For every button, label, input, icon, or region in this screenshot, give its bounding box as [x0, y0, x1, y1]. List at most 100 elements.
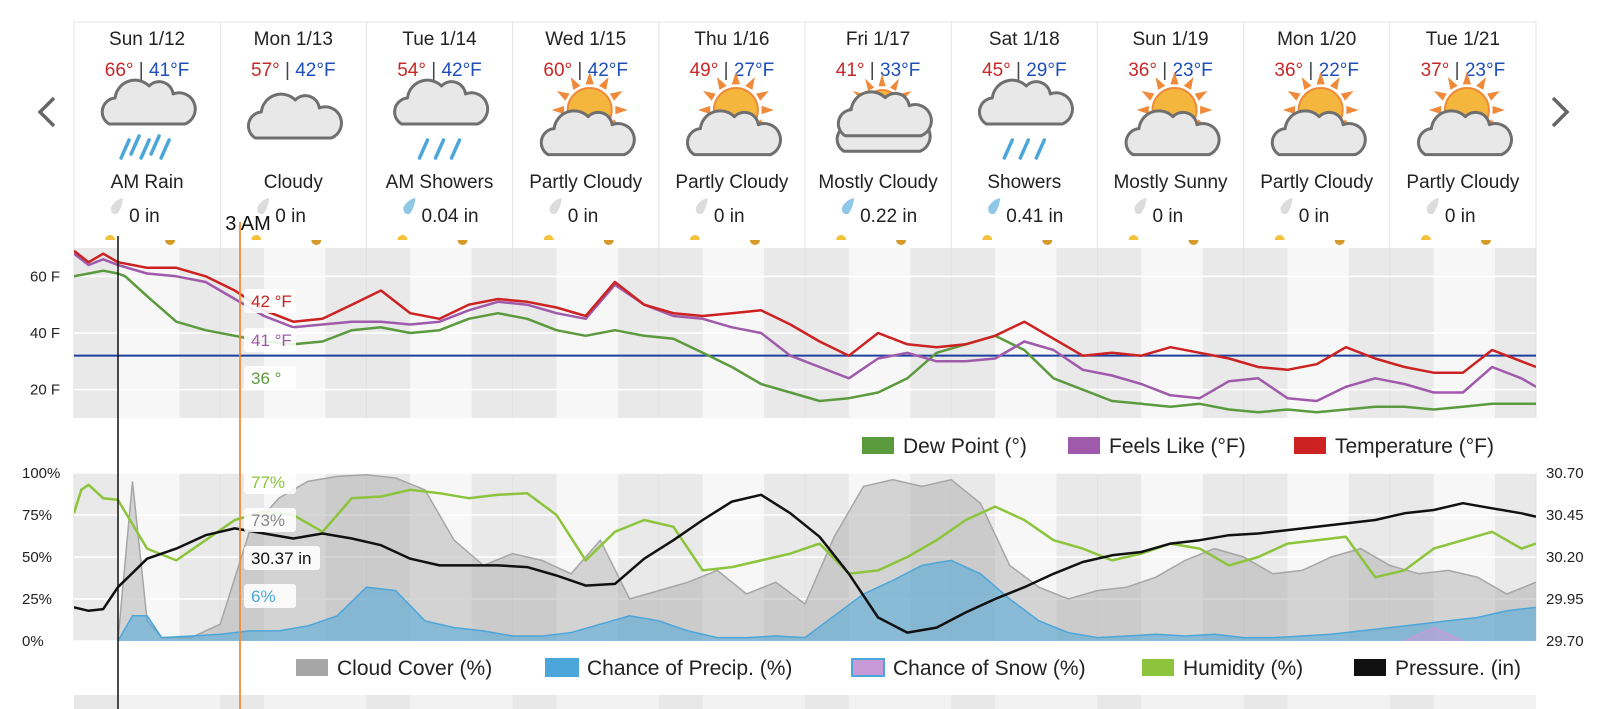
legend-label[interactable]: Chance of Precip. (%) [587, 657, 792, 680]
raindrop-icon [110, 198, 124, 215]
day-temps: 36° | 23°F [1128, 60, 1213, 81]
day-temps: 45° | 29°F [982, 60, 1067, 81]
raindrop-icon [841, 198, 855, 215]
legend-label[interactable]: Pressure. (in) [1395, 657, 1521, 680]
day-card[interactable]: Sat 1/18 45° | 29°F Showers 0.41 in [977, 29, 1074, 245]
temp-separator: | [572, 60, 588, 81]
temp-separator: | [718, 60, 734, 81]
raindrop-mark [119, 138, 131, 160]
sun-ray [761, 105, 774, 115]
temperature-chart: 20 F 40 F 60 F [30, 248, 1537, 418]
high-temp: 57° [251, 60, 280, 81]
day-name: Thu 1/16 [694, 29, 769, 50]
day-card[interactable]: Sun 1/12 66° | 41°F AM Rain 0 in [100, 29, 197, 245]
raindrop-icon [988, 198, 1001, 215]
day-precip: 0.41 in [1006, 206, 1063, 227]
day-condition: Mostly Cloudy [818, 172, 938, 193]
sunrise-icon [689, 235, 700, 240]
tooltip-box [244, 328, 296, 352]
day-card[interactable]: Mon 1/13 57° | 42°F Cloudy 0 in [246, 29, 343, 245]
series-cloud-cover--area [117, 474, 1536, 641]
partly-cloudy-icon [685, 72, 782, 157]
sun-ray [731, 72, 741, 85]
sunrise-icon [982, 235, 993, 240]
raindrop-icon [1280, 198, 1293, 215]
raindrop-mark [1034, 138, 1047, 160]
tooltip-dew-point: 36 ° [244, 366, 296, 390]
low-temp: 27°F [734, 60, 774, 81]
next-days-button[interactable] [1540, 80, 1580, 140]
night-band [220, 695, 265, 709]
cloud-shape [1270, 109, 1367, 157]
day-precip: 0 in [129, 206, 160, 227]
raindrop-mark [129, 134, 141, 156]
tooltip-box [244, 546, 320, 570]
sun-ray [865, 78, 875, 91]
sun-ray [1301, 77, 1312, 90]
showers-icon [977, 78, 1074, 160]
high-temp: 49° [690, 60, 719, 81]
legend-label[interactable]: Humidity (%) [1183, 657, 1303, 680]
sun-ray [1492, 105, 1505, 115]
low-temp: 42°F [588, 60, 628, 81]
cloud-shape [539, 109, 636, 157]
raindrop-mark [417, 138, 430, 160]
sunrise-icon [397, 235, 408, 240]
day-precip: 0 in [1299, 206, 1330, 227]
y-tick-label: 0% [22, 633, 44, 650]
partly-cloudy-icon [539, 72, 636, 157]
low-temp: 29°F [1026, 60, 1066, 81]
day-card[interactable]: Thu 1/16 49° | 27°F Partly Cloudy 0 in [675, 29, 789, 245]
y2-tick-label: 29.70 [1546, 633, 1584, 650]
day-card[interactable]: Wed 1/15 60° | 42°F Partly Cloudy 0 in [529, 29, 643, 245]
legend-label[interactable]: Dew Point (°) [903, 435, 1027, 458]
day-card[interactable]: Tue 1/21 37° | 23°F Partly Cloudy 0 in [1406, 29, 1520, 245]
night-band [658, 695, 703, 709]
day-card[interactable]: Sun 1/19 36° | 23°F Mostly Sunny 0 in [1113, 29, 1228, 245]
series-cloud-cover--edge [117, 473, 1536, 641]
raindrop-icon [257, 198, 270, 215]
high-temp: 36° [1274, 60, 1303, 81]
series-line-temperature-f- [74, 249, 1536, 374]
day-card[interactable]: Tue 1/14 54° | 42°F AM Showers 0.04 in [386, 29, 494, 245]
sun-ray [585, 72, 594, 85]
sun-ray [878, 74, 886, 87]
night-band [805, 695, 849, 709]
legend-label[interactable]: Temperature (°F) [1335, 435, 1494, 458]
sun-ray [1194, 91, 1208, 101]
sunrise-icon [1420, 235, 1431, 240]
day-temps: 41° | 33°F [836, 60, 921, 81]
sunset-icon [896, 240, 907, 245]
cursor-time-label: 3 AM [225, 213, 271, 235]
sun-ray [716, 77, 727, 90]
day-temps: 49° | 27°F [690, 60, 775, 81]
sun-ray [1170, 72, 1179, 85]
previous-days-button[interactable] [25, 80, 65, 140]
temp-separator: | [865, 60, 881, 81]
chevron-right-icon [1551, 96, 1570, 128]
legend-swatch [1068, 437, 1100, 454]
day-card[interactable]: Fri 1/17 41° | 33°F Mostly Cloudy 0.22 in [818, 29, 938, 245]
rain-icon [100, 78, 197, 160]
sun-ray [1346, 105, 1359, 115]
y-tick-label: 60 F [30, 268, 60, 285]
high-temp: 45° [982, 60, 1011, 81]
y2-tick-label: 29.95 [1546, 591, 1584, 608]
tooltip-value: 41 °F [251, 331, 292, 350]
day-name: Fri 1/17 [846, 29, 910, 50]
high-temp: 60° [543, 60, 572, 81]
day-name: Mon 1/20 [1277, 29, 1356, 50]
cloud-shape [1124, 109, 1221, 157]
tooltip-box [244, 289, 296, 313]
low-temp: 42°F [295, 60, 335, 81]
raindrop-icon [1134, 198, 1147, 215]
legend-label[interactable]: Cloud Cover (%) [337, 657, 492, 680]
tooltip-temperature: 42 °F [244, 289, 296, 313]
night-band [1389, 695, 1434, 709]
day-card[interactable]: Mon 1/20 36° | 22°F Partly Cloudy 0 in [1260, 29, 1374, 245]
legend-label[interactable]: Chance of Snow (%) [893, 657, 1086, 680]
legend-label[interactable]: Feels Like (°F) [1109, 435, 1246, 458]
tooltip-value: 42 °F [251, 292, 292, 311]
tooltip-box [244, 584, 296, 608]
cloud-shape [100, 78, 197, 126]
